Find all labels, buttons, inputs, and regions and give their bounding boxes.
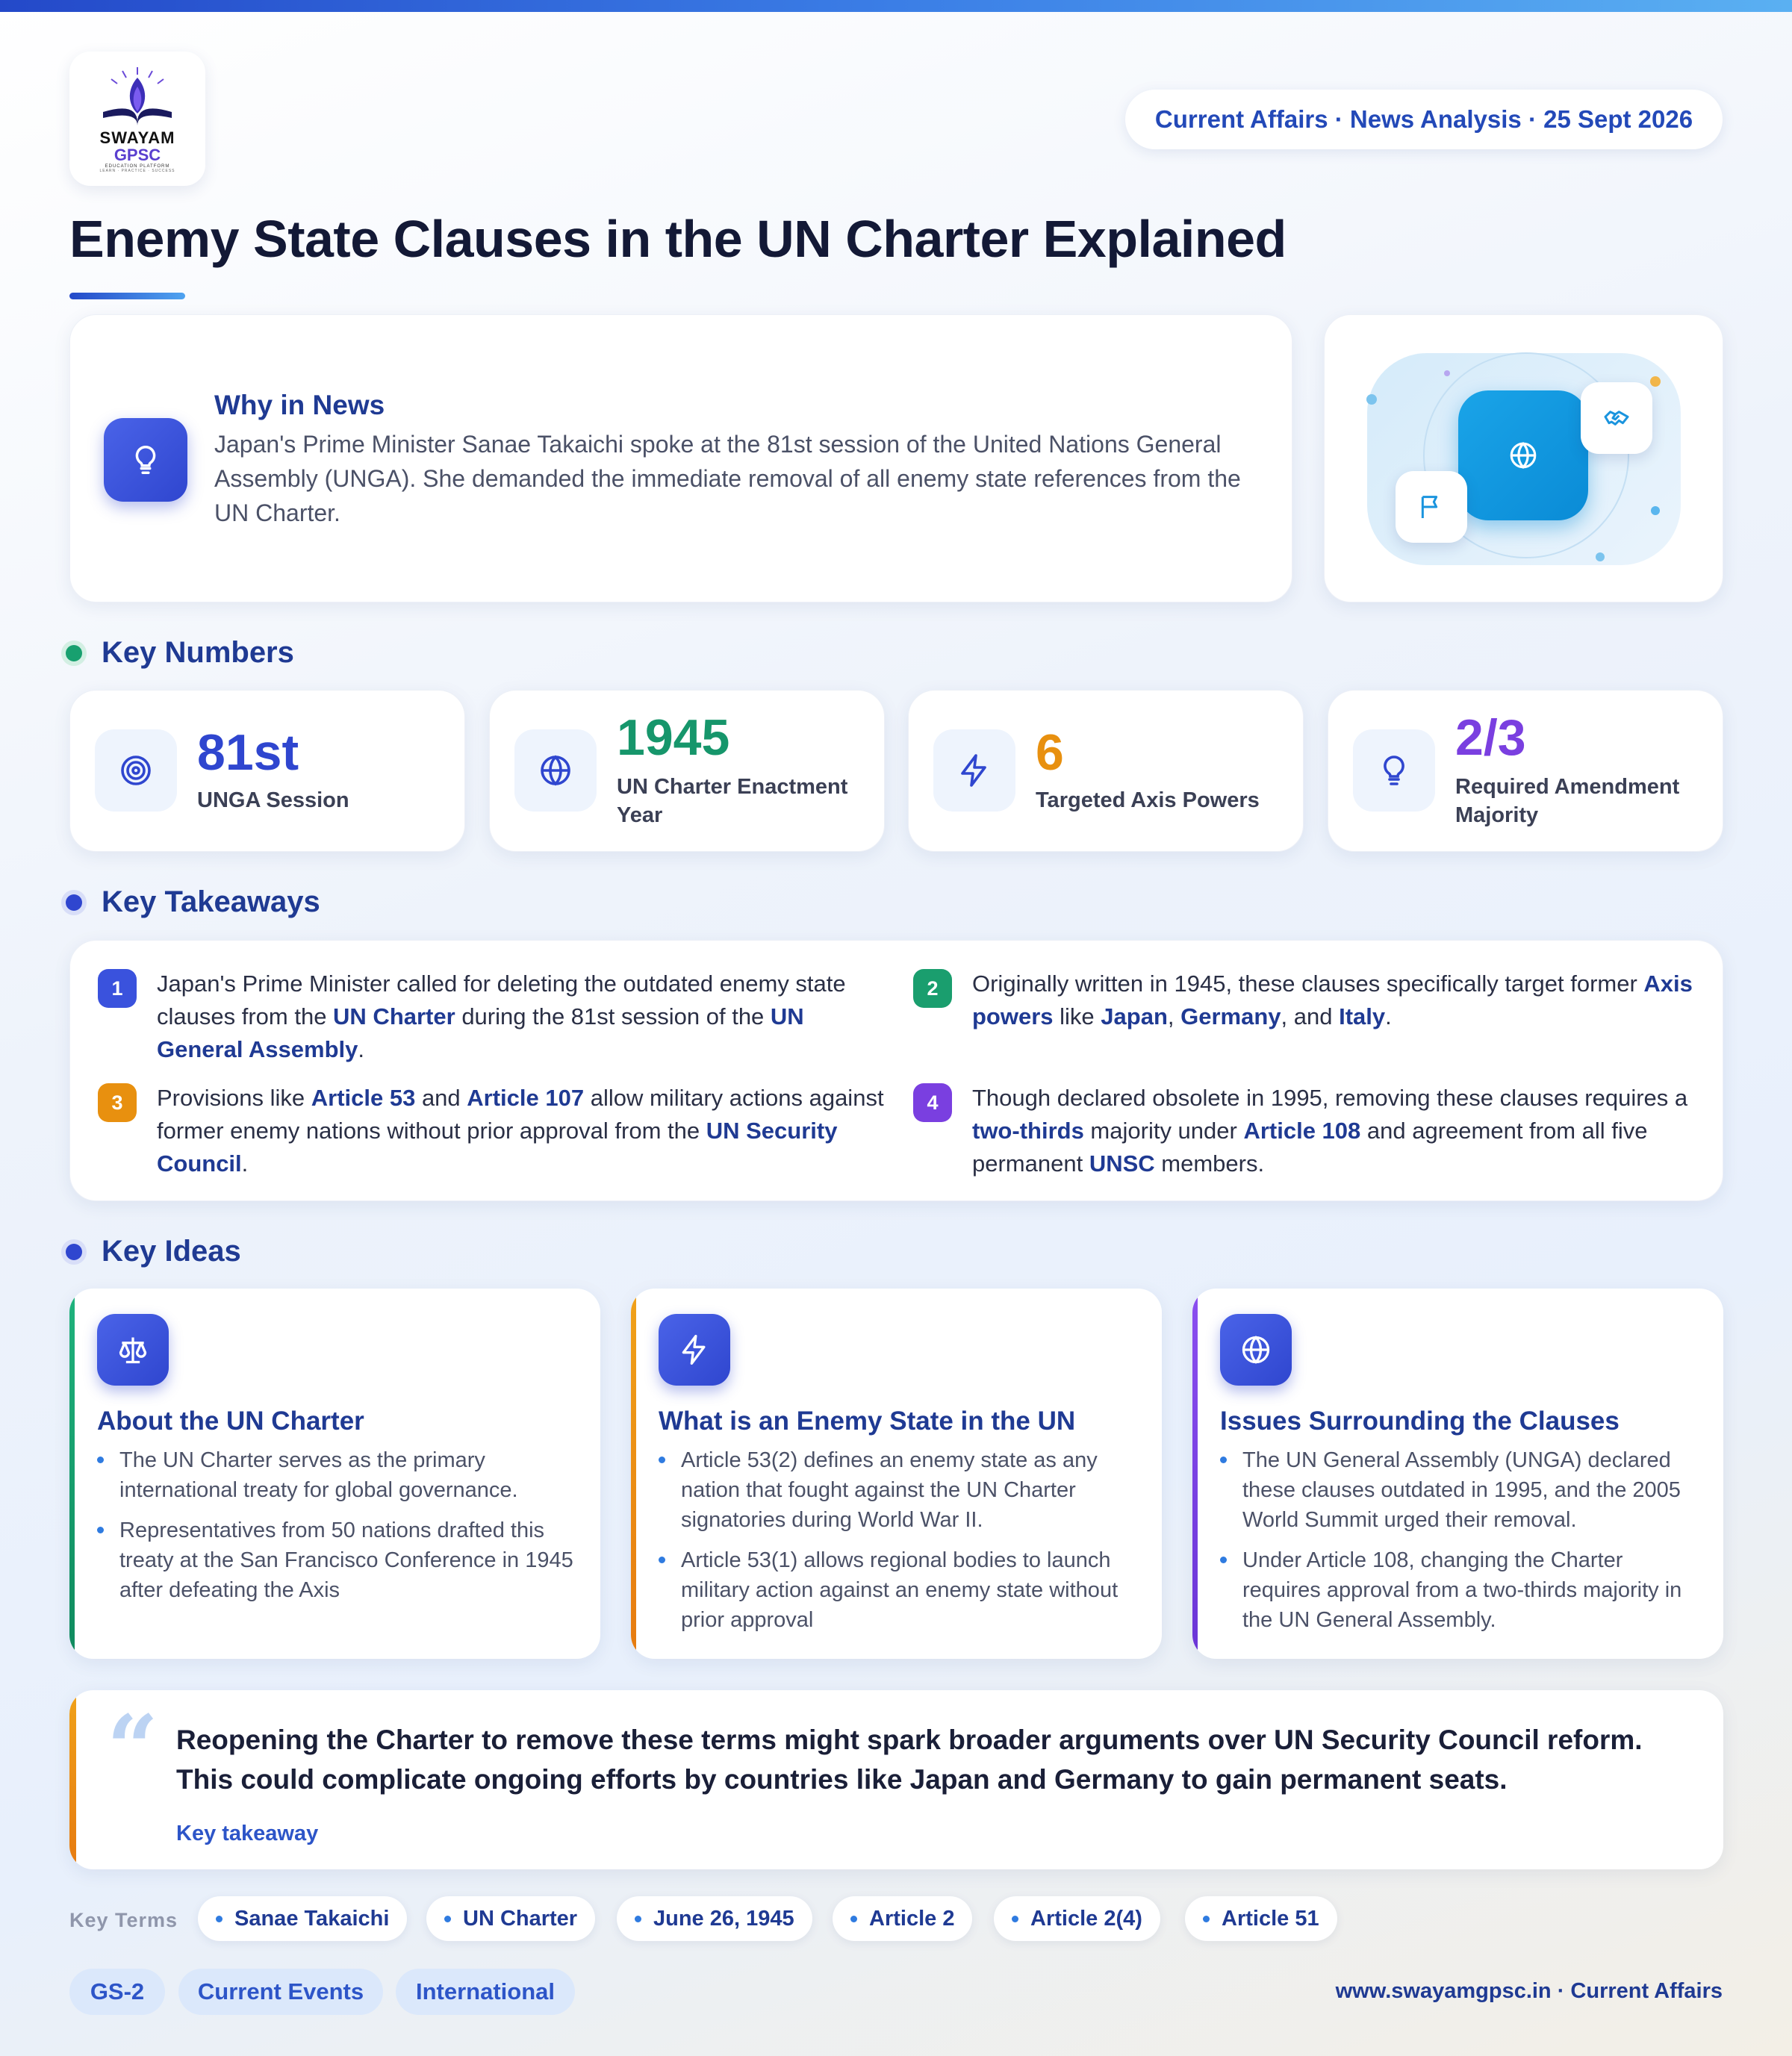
term-chip[interactable]: Article 2: [833, 1896, 973, 1941]
accent-bar: [631, 1289, 636, 1659]
takeaway-item: 3 Provisions like Article 53 and Article…: [98, 1082, 889, 1180]
lightbulb-icon: [104, 418, 187, 502]
tag-chip[interactable]: International: [396, 1969, 575, 2015]
decor-dot: [1650, 376, 1661, 387]
section-bullet: [66, 644, 82, 661]
section-title: Key Numbers: [102, 636, 294, 669]
stat-label: Targeted Axis Powers: [1036, 788, 1260, 812]
idea-title: Issues Surrounding the Clauses: [1220, 1407, 1620, 1436]
idea-title: About the UN Charter: [97, 1407, 364, 1436]
section-title: Key Takeaways: [102, 885, 320, 918]
term-chip[interactable]: Article 51: [1185, 1896, 1337, 1941]
idea-bullet: Representatives from 50 nations drafted …: [97, 1515, 575, 1605]
idea-card-issues: Issues Surrounding the Clauses The UN Ge…: [1192, 1289, 1723, 1659]
logo[interactable]: SWAYAM GPSC EDUCATION PLATFORM LEARN · P…: [69, 52, 205, 186]
stat-label: UNGA Session: [197, 788, 349, 812]
footer-link[interactable]: www.swayamgpsc.in · Current Affairs: [1335, 1979, 1723, 2003]
idea-bullets: The UN General Assembly (UNGA) declared …: [1220, 1445, 1698, 1645]
takeaway-number: 2: [913, 969, 952, 1008]
stat-label: UN Charter Enactment Year: [617, 775, 848, 827]
takeaways-card: 1 Japan's Prime Minister called for dele…: [69, 940, 1723, 1201]
page-title: Enemy State Clauses in the UN Charter Ex…: [69, 210, 1287, 268]
stat-card-majority: 2/3 Required Amendment Majority: [1328, 690, 1723, 852]
idea-bullet: Article 53(2) defines an enemy state as …: [659, 1445, 1136, 1535]
logo-tagline: EDUCATION PLATFORM: [105, 164, 170, 169]
stat-value: 1945: [617, 709, 730, 766]
flag-icon: [1396, 471, 1467, 543]
globe-icon: [1220, 1314, 1292, 1386]
stat-card-year: 1945 UN Charter Enactment Year: [489, 690, 885, 852]
section-bullet: [66, 1243, 82, 1260]
illustration-card: [1324, 314, 1723, 602]
logo-name: SWAYAM: [99, 128, 175, 147]
takeaway-number: 3: [98, 1083, 137, 1122]
decor-dot: [1444, 370, 1450, 376]
target-icon: [95, 729, 177, 812]
section-key-numbers: Key Numbers: [66, 636, 294, 670]
takeaway-item: 2 Originally written in 1945, these clau…: [913, 968, 1705, 1033]
lightning-icon: [933, 729, 1015, 812]
idea-bullets: Article 53(2) defines an enemy state as …: [659, 1445, 1136, 1645]
idea-bullet: The UN Charter serves as the primary int…: [97, 1445, 575, 1505]
term-chip[interactable]: Sanae Takaichi: [198, 1896, 408, 1941]
lightbulb-icon: [1353, 729, 1435, 812]
takeaway-text: Though declared obsolete in 1995, removi…: [972, 1085, 1688, 1177]
takeaway-text: Provisions like Article 53 and Article 1…: [157, 1085, 884, 1177]
quote-text: Reopening the Charter to remove these te…: [176, 1725, 1643, 1795]
idea-title: What is an Enemy State in the UN: [659, 1407, 1076, 1436]
stat-value: 81st: [197, 724, 299, 781]
takeaway-number: 1: [98, 969, 137, 1008]
idea-bullet: The UN General Assembly (UNGA) declared …: [1220, 1445, 1698, 1535]
takeaway-number: 4: [913, 1083, 952, 1122]
accent-bar: [1192, 1289, 1198, 1659]
lightning-icon: [659, 1314, 730, 1386]
quote-mark-icon: “: [107, 1695, 159, 1801]
globe-icon: [1458, 390, 1588, 520]
stat-card-unga: 81st UNGA Session: [69, 690, 465, 852]
why-in-news-heading: Why in News: [214, 390, 385, 420]
handshake-icon: [1581, 382, 1652, 454]
accent-bar: [69, 1289, 75, 1659]
scales-icon: [97, 1314, 169, 1386]
section-title: Key Ideas: [102, 1235, 241, 1268]
section-bullet: [66, 894, 82, 911]
globe-icon: [514, 729, 597, 812]
decor-dot: [1596, 552, 1605, 561]
idea-card-un-charter: About the UN Charter The UN Charter serv…: [69, 1289, 600, 1659]
title-underline: [69, 293, 185, 299]
header-badge: Current Affairs · News Analysis · 25 Sep…: [1125, 90, 1723, 149]
tag-chip[interactable]: Current Events: [178, 1969, 383, 2015]
decor-dot: [1651, 506, 1660, 515]
stat-card-axis: 6 Targeted Axis Powers: [908, 690, 1304, 852]
takeaway-item: 1 Japan's Prime Minister called for dele…: [98, 968, 889, 1066]
stat-value: 2/3: [1455, 709, 1526, 766]
takeaway-text: Originally written in 1945, these clause…: [972, 971, 1693, 1029]
key-terms-label: Key Terms: [69, 1909, 178, 1931]
quote-label: Key takeaway: [176, 1822, 319, 1845]
logo-motto: LEARN · PRACTICE · SUCCESS: [99, 169, 175, 173]
stat-value: 6: [1036, 724, 1064, 781]
idea-card-enemy-state: What is an Enemy State in the UN Article…: [631, 1289, 1162, 1659]
term-chip[interactable]: UN Charter: [426, 1896, 596, 1941]
stat-label: Required Amendment Majority: [1455, 775, 1680, 827]
why-in-news-text: Japan's Prime Minister Sanae Takaichi sp…: [214, 431, 1241, 526]
logo-flame-icon: [103, 67, 172, 125]
section-key-ideas: Key Ideas: [66, 1235, 241, 1268]
why-in-news-card: Why in News Japan's Prime Minister Sanae…: [69, 314, 1292, 602]
accent-bar: [69, 1690, 76, 1869]
term-chip[interactable]: Article 2(4): [994, 1896, 1160, 1941]
logo-subname: GPSC: [113, 146, 161, 164]
idea-bullets: The UN Charter serves as the primary int…: [97, 1445, 575, 1616]
idea-bullet: Under Article 108, changing the Charter …: [1220, 1545, 1698, 1635]
decor-dot: [1366, 394, 1377, 405]
takeaway-text: Japan's Prime Minister called for deleti…: [157, 971, 846, 1062]
top-accent-bar: [0, 0, 1792, 12]
takeaway-item: 4 Though declared obsolete in 1995, remo…: [913, 1082, 1712, 1180]
idea-bullet: Article 53(1) allows regional bodies to …: [659, 1545, 1136, 1635]
illustration-ring: [1423, 352, 1629, 558]
tag-chip[interactable]: GS-2: [69, 1969, 165, 2015]
term-chip[interactable]: June 26, 1945: [617, 1896, 812, 1941]
key-takeaway-quote: “ Reopening the Charter to remove these …: [69, 1690, 1723, 1869]
section-key-takeaways: Key Takeaways: [66, 885, 320, 919]
